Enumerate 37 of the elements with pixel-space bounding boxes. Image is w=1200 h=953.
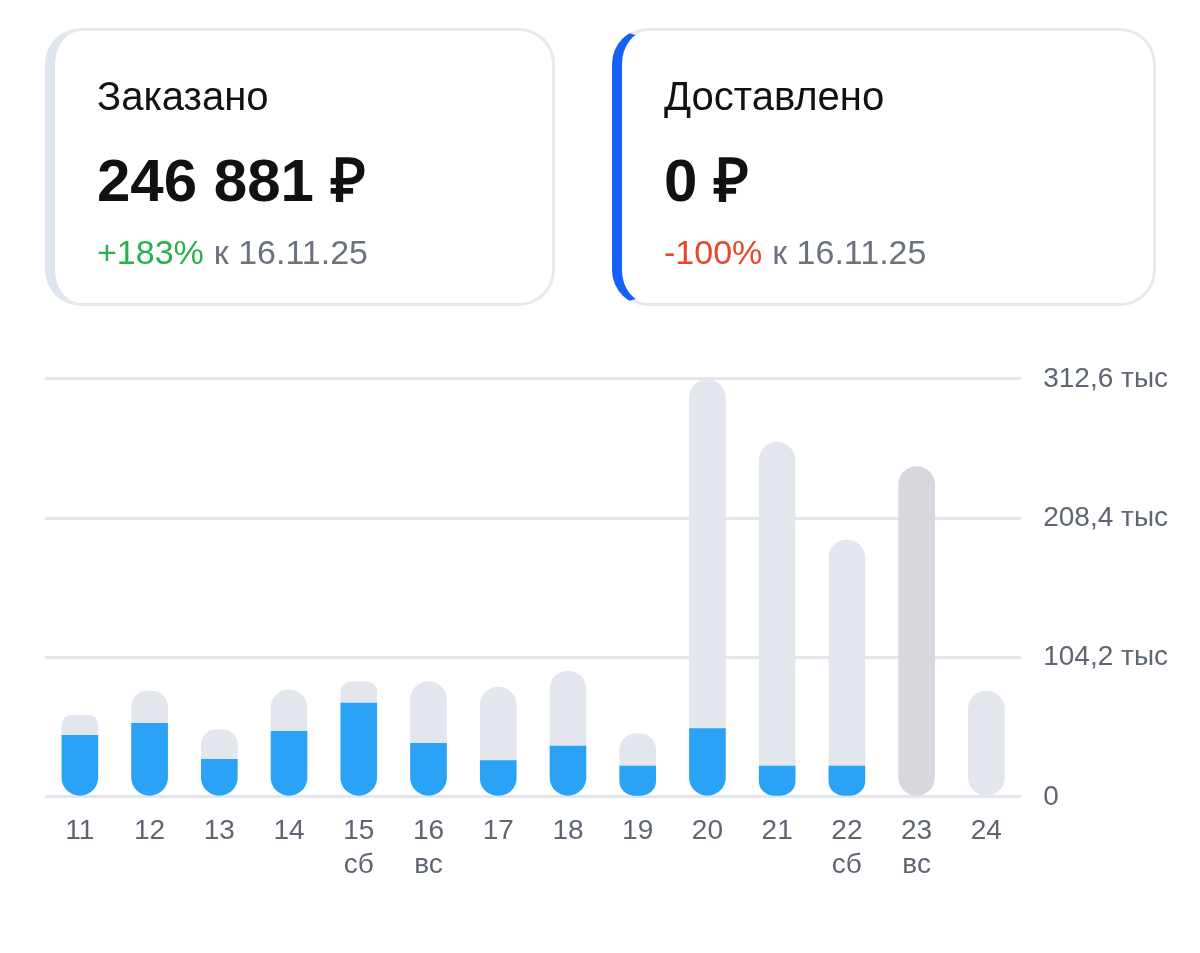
bar: [340, 681, 378, 704]
x-tick-label: 19: [622, 814, 654, 846]
bar: [689, 728, 726, 796]
text: к 16.11.25: [772, 233, 927, 271]
bar: [61, 734, 99, 796]
y-tick-label: 0: [1043, 779, 1059, 811]
x-tick-label: 13: [203, 814, 235, 846]
text: Доставлено: [664, 74, 885, 118]
bar: [340, 702, 378, 796]
x-tick-label: 11: [65, 814, 95, 846]
x-tick-label: 20: [691, 814, 723, 846]
bar: [270, 730, 308, 796]
x-tick-label: 18: [552, 814, 584, 846]
bar: [131, 722, 168, 796]
text: к 16.11.25: [213, 233, 368, 271]
text: -100%: [664, 233, 763, 271]
text: 0 ₽: [664, 147, 750, 214]
bar: [549, 670, 587, 747]
text: +183%: [97, 233, 204, 271]
x-tick-label: 24: [970, 814, 1002, 846]
y-tick-label: 104,2 тыс: [1043, 640, 1168, 672]
text: Заказано: [97, 74, 269, 118]
text: 246 881 ₽: [97, 147, 366, 214]
x-tick-label: 17: [482, 814, 514, 846]
x-tick-label: 12: [134, 814, 166, 846]
x-tick-label: 14: [273, 814, 305, 846]
x-tick-label: 15 сб: [343, 814, 375, 879]
bar: [61, 714, 99, 736]
y-tick-label: 208,4 тыс: [1043, 500, 1168, 532]
bar: [410, 681, 447, 744]
y-tick-label: 312,6 тыс: [1043, 361, 1168, 393]
bar: [898, 466, 935, 796]
bar: [479, 686, 517, 762]
x-tick-label: 22 сб: [831, 814, 863, 879]
x-tick-label: 16 вс: [412, 814, 445, 879]
x-tick-label: 23 вс: [901, 814, 933, 879]
x-tick-label: 21: [761, 814, 793, 846]
